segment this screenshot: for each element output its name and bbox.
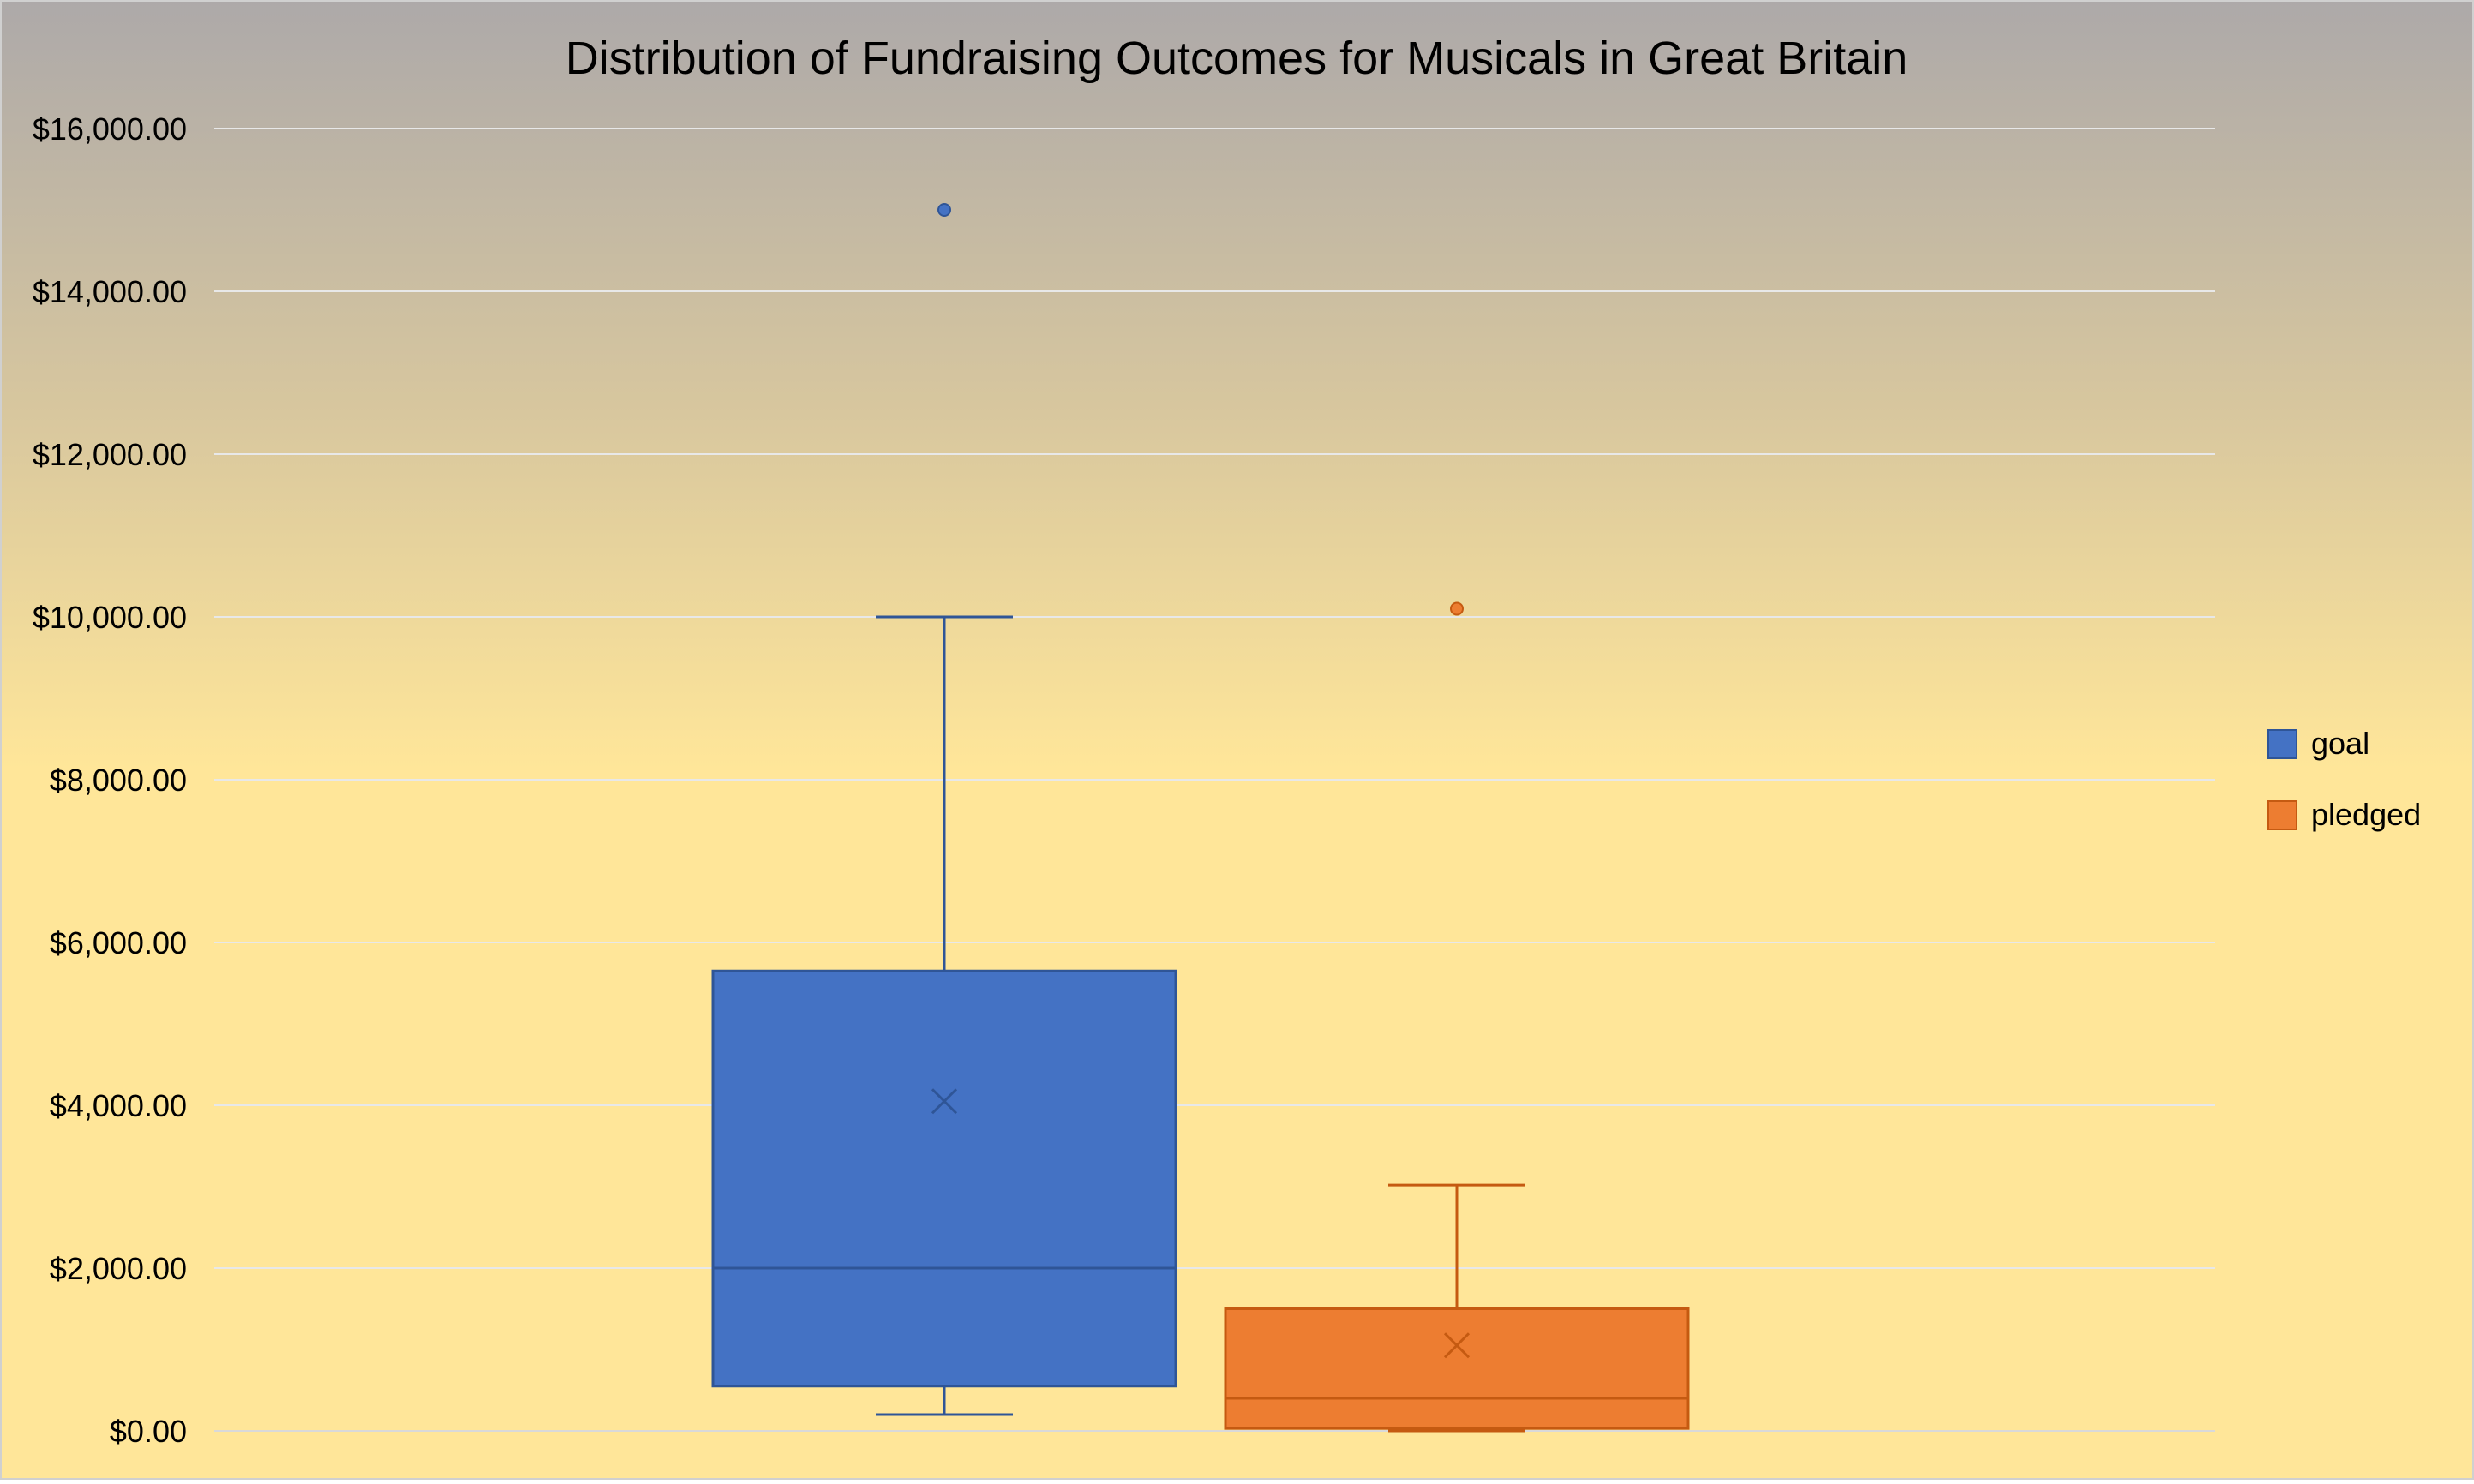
box-pledged	[1224, 601, 1690, 1433]
box-goal	[711, 203, 1177, 1416]
mean-marker	[1443, 1332, 1471, 1359]
box-iqr	[711, 969, 1177, 1388]
y-tick-label: $2,000.00	[50, 1251, 187, 1286]
box-series	[711, 203, 1690, 1433]
y-tick-label: $8,000.00	[50, 763, 187, 798]
y-tick-label: $14,000.00	[33, 274, 187, 309]
legend-swatch-goal	[2267, 729, 2297, 759]
box-iqr	[1224, 1307, 1690, 1430]
outlier-point	[937, 203, 951, 217]
mean-marker	[931, 1088, 958, 1115]
legend-swatch-pledged	[2267, 800, 2297, 830]
legend-label-pledged: pledged	[2311, 797, 2421, 832]
y-tick-label: $10,000.00	[33, 600, 187, 635]
chart-title: Distribution of Fundraising Outcomes for…	[566, 33, 1908, 84]
y-tick-label: $16,000.00	[33, 111, 187, 147]
y-tick-label: $12,000.00	[33, 437, 187, 472]
gridlines	[214, 128, 2215, 1432]
y-tick-label: $6,000.00	[50, 925, 187, 960]
y-tick-label: $4,000.00	[50, 1088, 187, 1123]
legend: goal pledged	[2267, 726, 2421, 832]
outlier-point	[1450, 601, 1464, 616]
y-tick-label: $0.00	[110, 1414, 187, 1449]
legend-label-goal: goal	[2311, 726, 2369, 761]
y-axis-tick-labels: $0.00 $2,000.00 $4,000.00 $6,000.00 $8,000.0…	[33, 111, 187, 1449]
